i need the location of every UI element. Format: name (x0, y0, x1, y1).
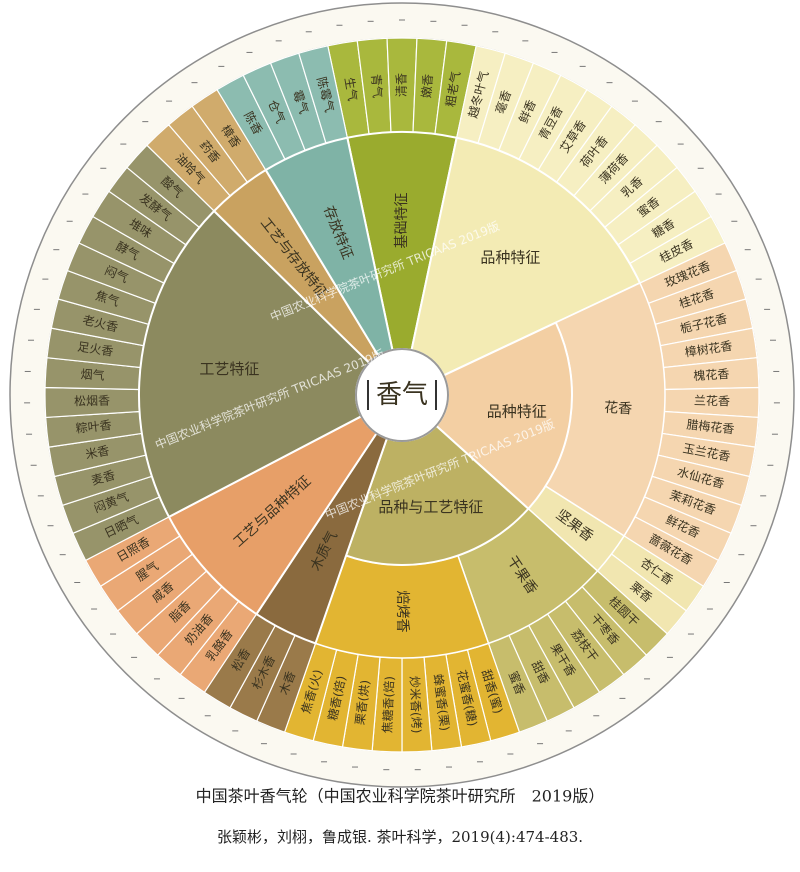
inner-label: 品种特征 (480, 249, 540, 267)
inner-label: 基础特征 (393, 193, 410, 249)
leaf-label: 毫香 (492, 88, 514, 116)
leaf-label: 麦香 (90, 468, 117, 488)
leaf-label: 米香 (84, 443, 110, 461)
middle-label: 花香 (604, 400, 633, 418)
caption-citation: 张颖彬，刘栩，鲁成银. 茶叶科学，2019(4):474-483. (217, 828, 583, 846)
leaf-label: 清香 (395, 73, 409, 97)
leaf-label: 兰花香 (694, 393, 730, 409)
inner-label: 品种特征 (487, 402, 547, 420)
leaf-label: 足火香 (77, 340, 115, 359)
caption-title: 中国茶叶香气轮（中国农业科学院茶叶研究所 2019版） (196, 787, 605, 806)
inner-label: 品种与工艺特征 (378, 498, 483, 516)
leaf-label: 蜂蜜香(栗) (431, 673, 453, 732)
leaf-label: 松烟香 (74, 394, 110, 409)
center-circle (355, 348, 449, 442)
leaf-label: 腊梅花香 (686, 416, 735, 436)
center-label: 香气 (376, 380, 428, 410)
leaf-label: 烟气 (80, 366, 105, 382)
inner-label: 工艺特征 (199, 360, 259, 378)
leaf-label: 嫩香 (419, 73, 435, 98)
leaf-label: 炒米香(烤) (407, 676, 424, 734)
leaf-label: 粗老气 (442, 70, 463, 108)
leaf-label: 焦气 (94, 287, 121, 309)
leaf-label: 生气 (342, 76, 361, 102)
leaf-label: 焦糖香(焙) (379, 676, 396, 734)
middle-label: 焙烤香 (394, 591, 410, 633)
leaf-label: 樟树花香 (684, 338, 734, 360)
leaf-label: 青气 (369, 73, 386, 98)
leaf-label: 槐花香 (693, 366, 730, 383)
leaf-label: 栗香(烘) (353, 679, 373, 726)
leaf-label: 粽叶香 (75, 417, 112, 436)
leaf-label: 霉气 (290, 88, 312, 116)
